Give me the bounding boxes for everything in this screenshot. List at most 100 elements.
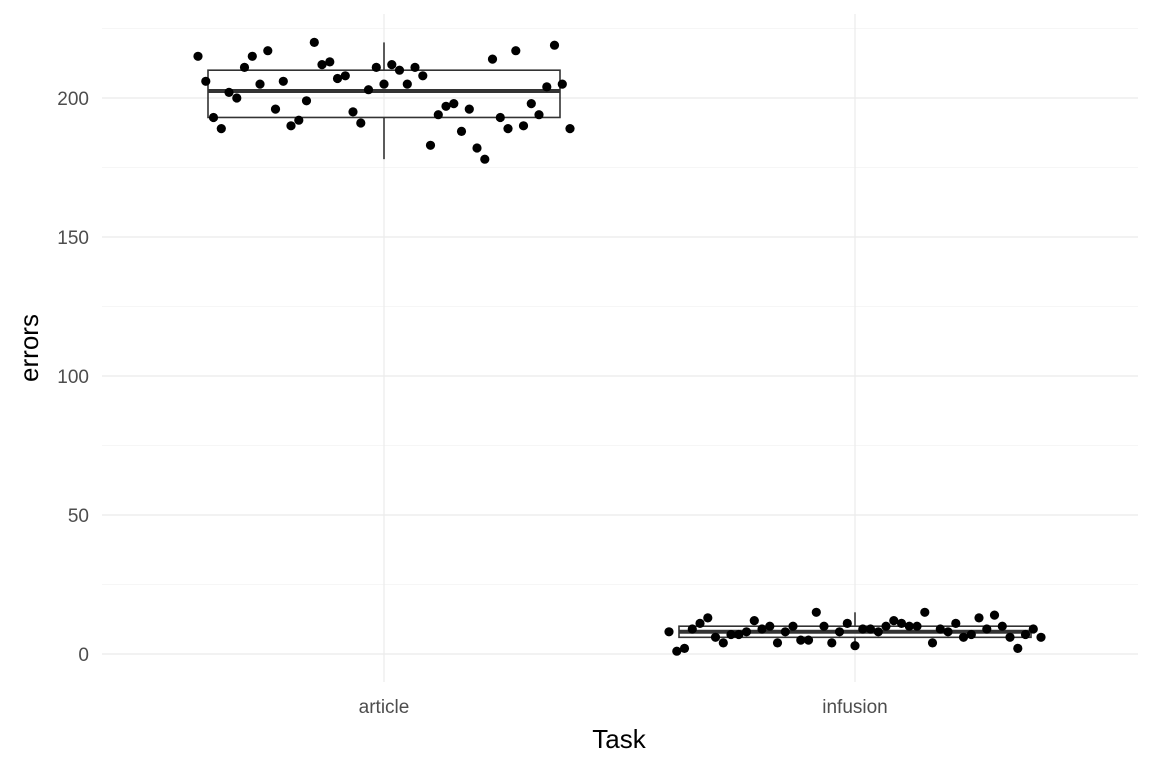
point-infusion-27 <box>873 627 883 637</box>
point-article-19 <box>340 71 350 81</box>
point-article-9 <box>263 46 273 56</box>
point-infusion-1 <box>672 646 682 656</box>
point-infusion-26 <box>865 624 876 634</box>
y-tick-label-100: 100 <box>57 367 89 388</box>
y-axis-title: errors <box>14 314 44 382</box>
y-tick-label-200: 200 <box>57 89 89 110</box>
point-infusion-22 <box>834 627 845 637</box>
point-article-16 <box>317 60 327 70</box>
point-article-41 <box>511 46 521 56</box>
point-infusion-43 <box>997 621 1007 631</box>
point-infusion-33 <box>920 607 930 617</box>
point-infusion-6 <box>710 632 721 642</box>
point-article-4 <box>224 87 234 97</box>
point-infusion-45 <box>1013 643 1023 654</box>
point-article-34 <box>456 126 467 136</box>
point-article-37 <box>480 154 490 164</box>
point-infusion-30 <box>896 618 907 629</box>
point-article-38 <box>487 54 498 64</box>
point-infusion-7 <box>718 638 728 648</box>
point-infusion-3 <box>687 624 697 634</box>
point-article-12 <box>286 121 296 131</box>
y-tick-label-150: 150 <box>57 228 89 249</box>
point-infusion-42 <box>989 610 1000 620</box>
point-article-32 <box>441 101 451 111</box>
point-article-31 <box>433 110 443 120</box>
point-article-7 <box>247 51 257 61</box>
point-article-35 <box>464 104 474 114</box>
point-article-1 <box>201 76 211 86</box>
point-article-18 <box>332 73 343 84</box>
x-tick-labels: article infusion <box>359 697 888 718</box>
point-article-45 <box>542 82 552 92</box>
point-article-6 <box>239 62 250 72</box>
point-infusion-21 <box>827 638 837 648</box>
box-article <box>207 69 561 119</box>
point-infusion-23 <box>842 618 852 629</box>
point-article-2 <box>208 112 219 123</box>
point-article-11 <box>278 76 288 86</box>
point-infusion-32 <box>912 621 922 631</box>
point-article-25 <box>387 60 397 70</box>
box-layer <box>207 42 1032 646</box>
point-infusion-16 <box>788 621 798 631</box>
point-infusion-12 <box>757 624 767 634</box>
point-article-14 <box>301 96 312 106</box>
point-article-22 <box>363 85 374 95</box>
point-infusion-10 <box>741 627 752 637</box>
point-infusion-4 <box>695 618 705 629</box>
point-infusion-41 <box>982 624 992 634</box>
point-infusion-14 <box>772 638 783 648</box>
x-tick-label-infusion: infusion <box>822 697 888 718</box>
point-infusion-9 <box>734 629 744 640</box>
point-infusion-40 <box>974 613 984 623</box>
point-article-20 <box>348 107 358 117</box>
point-article-13 <box>294 115 304 125</box>
point-article-15 <box>309 37 319 48</box>
point-infusion-28 <box>881 621 891 631</box>
point-article-26 <box>394 65 405 75</box>
point-infusion-20 <box>819 621 829 631</box>
point-article-39 <box>495 112 505 123</box>
point-infusion-46 <box>1020 629 1031 640</box>
point-infusion-47 <box>1028 624 1038 634</box>
point-article-21 <box>356 118 366 128</box>
point-article-33 <box>449 99 459 109</box>
point-article-42 <box>518 121 529 131</box>
point-article-17 <box>325 57 335 67</box>
point-article-5 <box>232 93 242 103</box>
point-article-47 <box>557 79 567 89</box>
point-infusion-25 <box>858 624 868 634</box>
x-tick-label-article: article <box>359 697 410 718</box>
y-tick-labels: 0 50 100 150 200 <box>57 89 89 666</box>
point-layer <box>193 37 1046 656</box>
y-tick-label-0: 0 <box>78 645 89 666</box>
point-infusion-39 <box>966 629 976 640</box>
point-article-24 <box>379 79 389 89</box>
point-infusion-0 <box>664 627 674 637</box>
point-infusion-31 <box>904 621 914 631</box>
point-infusion-2 <box>679 643 690 654</box>
point-infusion-17 <box>796 635 806 645</box>
point-infusion-24 <box>850 641 860 651</box>
point-article-8 <box>255 79 265 89</box>
point-infusion-8 <box>726 629 736 640</box>
point-infusion-37 <box>951 618 961 629</box>
point-article-46 <box>549 40 560 50</box>
y-tick-label-50: 50 <box>68 506 89 527</box>
point-article-28 <box>410 62 420 72</box>
major-gridlines <box>102 14 1138 682</box>
point-infusion-48 <box>1036 632 1046 642</box>
point-infusion-15 <box>780 627 790 637</box>
point-infusion-18 <box>803 635 814 645</box>
point-infusion-34 <box>927 638 938 648</box>
point-article-36 <box>472 143 482 153</box>
point-article-10 <box>270 104 281 114</box>
point-article-27 <box>402 79 412 89</box>
point-article-48 <box>565 124 575 134</box>
point-infusion-38 <box>958 632 969 642</box>
point-infusion-19 <box>811 607 821 617</box>
point-article-43 <box>526 99 536 109</box>
point-infusion-13 <box>765 621 775 631</box>
